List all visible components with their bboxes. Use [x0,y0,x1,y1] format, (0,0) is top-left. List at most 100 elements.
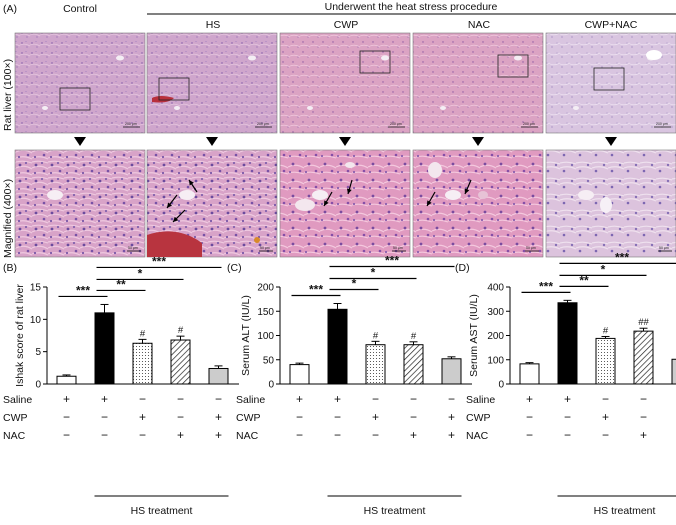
treatment-sign: + [215,410,222,424]
treatment-sign: − [410,410,417,424]
y-tick-label: 200 [257,283,274,294]
treatment-sign: − [372,392,379,406]
pointer-arrowhead [324,200,329,206]
central-vein [445,190,461,200]
significance-label: *** [309,282,323,296]
y-axis-label: Ishak score of rat liver [14,284,26,387]
hash-mark: # [411,331,417,342]
significance-label: ** [579,273,589,287]
treatment-sign: − [139,428,146,442]
inset-box [59,87,91,111]
treatment-sign: − [139,392,146,406]
down-arrow-icon [339,137,351,146]
micrograph-100x-cwp [279,32,411,134]
vessel [295,199,315,211]
y-tick-label: 15 [30,283,42,294]
scalebar-label: 50 μm [659,246,669,250]
treatment-row-label: NAC [3,430,26,442]
significance-label: *** [385,253,399,267]
inset-box [593,67,625,91]
treatment-sign: + [372,410,379,424]
treatment-sign: − [602,392,609,406]
treatment-sign: − [101,410,108,424]
treatment-sign: − [63,410,70,424]
vessel [248,55,256,61]
bar [671,358,676,385]
treatment-row-label: NAC [236,430,259,442]
panel-label: (B) [3,262,17,274]
bar [170,339,191,385]
treatment-sign: + [177,428,184,442]
treatment-sign: − [296,410,303,424]
y-tick-label: 10 [30,315,42,326]
bar [56,375,77,385]
pointer-arrowhead [189,180,194,186]
y-tick-label: 300 [487,307,504,318]
treatment-sign: − [215,392,222,406]
significance-label: * [601,262,606,276]
micrograph-column-nac: 200 μm 50 μm [412,32,544,258]
treatment-sign: + [101,392,108,406]
x-axis-label: HS treatment [594,505,656,517]
central-vein [47,190,63,200]
panel-a-label: (A) [3,3,17,15]
y-tick-label: 200 [487,331,504,342]
header-cwp-nac: CWP+NAC [585,19,638,31]
treatment-sign: − [63,428,70,442]
micrograph-column-cwp: 200 μm 50 μm [279,32,411,258]
treatment-sign: + [448,410,455,424]
y-tick-label: 150 [257,307,274,318]
inset-box [158,77,190,101]
bar [94,312,115,385]
x-axis-label: HS treatment [131,505,193,517]
row-label-100x: Rat liver (100×) [2,59,14,131]
treatment-row-label: Saline [466,394,495,406]
bar [557,302,578,385]
treatment-sign: + [526,392,533,406]
scalebar-label: 200 μm [390,122,402,126]
scalebar-label: 50 μm [260,246,270,250]
hemorrhage-area [152,96,174,103]
vessel [428,162,442,178]
bar [208,367,229,385]
micrograph-column-control: 200 μm 50 μm [14,32,146,258]
central-vein [179,190,195,200]
treatment-row-label: Saline [236,394,265,406]
treatment-sign: + [215,428,222,442]
scalebar-label: 50 μm [128,246,138,250]
micrograph-400x-control [14,149,146,258]
treatment-sign: − [640,392,647,406]
bar [327,308,348,385]
hash-mark: # [140,328,146,339]
y-tick-label: 0 [268,380,274,391]
treatment-row-label: CWP [236,412,261,424]
treatment-sign: + [640,428,647,442]
bar [595,337,616,385]
pointer-arrowhead [173,216,179,222]
treatment-sign: − [602,428,609,442]
down-arrow-icon [472,137,484,146]
hash-mark: # [373,330,379,341]
treatment-sign: − [334,410,341,424]
vessel [174,106,180,110]
header-cwp: CWP [334,19,359,31]
pointer-arrowhead [427,200,432,206]
bar [365,344,386,385]
bar [403,344,424,385]
y-tick-label: 50 [263,355,275,366]
bar [519,363,540,385]
treatment-sign: − [296,428,303,442]
treatment-sign: + [139,410,146,424]
y-tick-label: 0 [35,380,41,391]
panel-label: (D) [455,262,470,274]
inset-box [497,54,529,78]
central-vein [578,190,594,200]
vessel [600,197,612,213]
scalebar-label: 200 μm [257,122,269,126]
hash-mark: # [178,325,184,336]
inset-box [359,50,391,74]
scalebar-label: 50 μm [526,246,536,250]
vessel [345,162,355,168]
